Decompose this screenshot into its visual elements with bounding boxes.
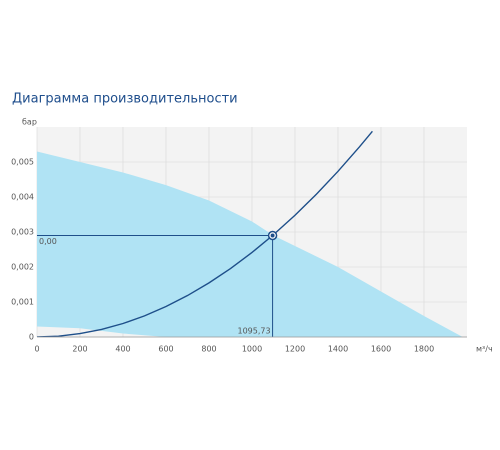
point-y-label: 0,00 [39, 237, 57, 246]
x-tick-label: 1800 [414, 345, 434, 354]
x-tick-label: 600 [158, 345, 173, 354]
x-tick-label: 1200 [285, 345, 305, 354]
x-tick-label: 0 [34, 345, 39, 354]
chart-title: Диаграмма производительности [12, 92, 238, 107]
point-x-label: 1095,73 [237, 327, 270, 336]
x-tick-label: 1600 [371, 345, 391, 354]
x-tick-label: 200 [72, 345, 87, 354]
y-axis-label: бар [22, 118, 37, 127]
x-tick-label: 1000 [242, 345, 262, 354]
x-tick-label: 1400 [328, 345, 348, 354]
y-tick-label: 0,002 [11, 263, 34, 272]
performance-area [37, 151, 463, 337]
x-axis-label: м³/ч [476, 345, 493, 354]
y-tick-label: 0,003 [11, 228, 34, 237]
system-curve [37, 130, 373, 337]
y-tick-label: 0,001 [11, 298, 34, 307]
x-tick-label: 800 [201, 345, 216, 354]
operating-point-core [270, 233, 275, 238]
x-tick-label: 400 [115, 345, 130, 354]
y-tick-label: 0,005 [11, 158, 34, 167]
y-tick-label: 0 [29, 333, 34, 342]
y-tick-label: 0,004 [11, 193, 34, 202]
